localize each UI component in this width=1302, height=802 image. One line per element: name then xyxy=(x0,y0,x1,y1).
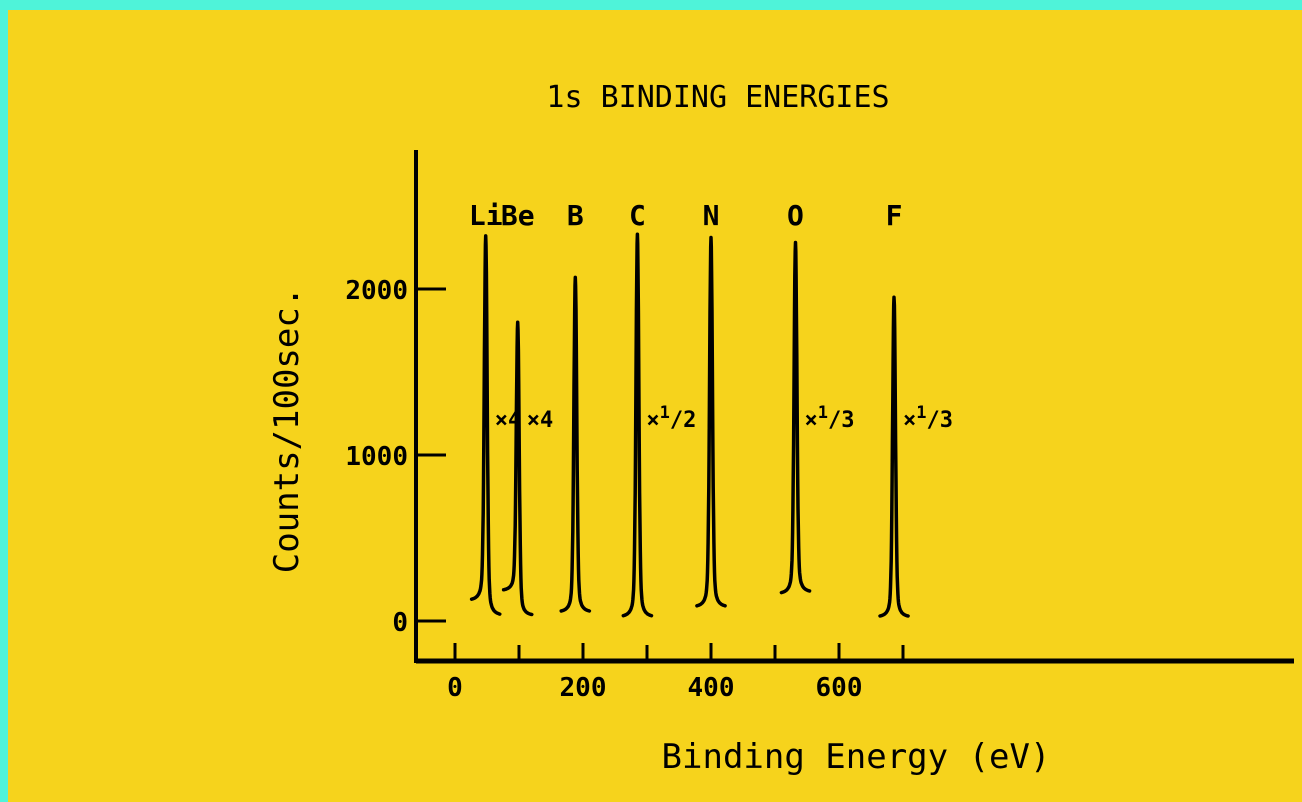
peak-c xyxy=(621,232,654,618)
y-tick-label: 2000 xyxy=(345,276,408,306)
scale-label-o: ×1/3 xyxy=(804,403,854,433)
x-tick-label: 400 xyxy=(688,673,735,703)
element-label-n: N xyxy=(703,199,720,232)
peak-li xyxy=(469,234,502,616)
peak-n xyxy=(695,235,727,608)
scale-label-li: ×4 xyxy=(495,408,521,433)
y-tick-label: 0 xyxy=(392,608,408,638)
scale-label-be: ×4 xyxy=(527,408,554,433)
x-tick-label: 0 xyxy=(447,673,463,703)
y-tick-label: 1000 xyxy=(345,442,408,472)
peak-o xyxy=(779,240,812,595)
axes: 0 1000 2000 0 200 400 600 xyxy=(345,150,1294,703)
peak-be xyxy=(501,320,534,617)
chart-title: 1s BINDING ENERGIES xyxy=(546,80,889,115)
peak-labels: Li ×4 Be ×4 B C ×1/2 N O ×1/3 F ×1/3 xyxy=(469,199,953,433)
element-label-c: C xyxy=(629,199,646,232)
peak-f xyxy=(878,295,910,618)
scale-label-c: ×1/2 xyxy=(646,403,696,433)
element-label-o: O xyxy=(787,199,804,232)
element-label-li: Li xyxy=(469,199,503,232)
scale-label-f: ×1/3 xyxy=(903,403,953,433)
element-label-b: B xyxy=(567,199,584,232)
element-label-f: F xyxy=(886,199,903,232)
x-tick-label: 200 xyxy=(560,673,607,703)
element-label-be: Be xyxy=(501,199,535,232)
y-axis-label: Counts/100sec. xyxy=(267,287,307,574)
x-tick-label: 600 xyxy=(816,673,863,703)
peaks xyxy=(469,232,910,618)
peak-b xyxy=(559,275,592,613)
chart-frame: 1s BINDING ENERGIES 0 1000 2000 0 200 400 600 … xyxy=(8,10,1302,802)
x-axis-label: Binding Energy (eV) xyxy=(662,737,1051,777)
